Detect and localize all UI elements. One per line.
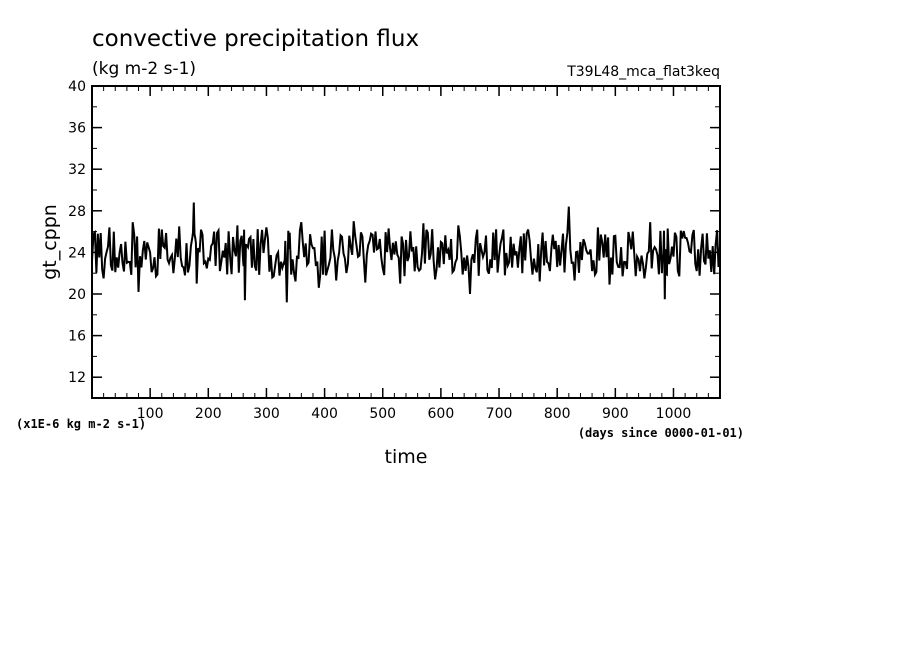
chart-subtitle: (kg m-2 s-1) — [92, 59, 196, 79]
y-tick-label: 16 — [68, 329, 86, 345]
series-line — [91, 202, 721, 303]
y-axis-label: gt_cppn — [39, 204, 61, 280]
run-label: T39L48_mca_flat3keq — [566, 64, 720, 80]
y-tick-label: 32 — [68, 162, 86, 178]
x-tick-label: 300 — [253, 406, 280, 422]
x-tick-label: 400 — [311, 406, 338, 422]
series-layer — [91, 202, 721, 303]
y-tick-label: 36 — [68, 121, 86, 137]
x-axis-label: time — [385, 446, 428, 468]
x-tick-label: 200 — [195, 406, 222, 422]
y-tick-label: 12 — [68, 370, 86, 386]
x-tick-label: 600 — [428, 406, 455, 422]
y-scale-note: (x1E-6 kg m-2 s-1) — [16, 417, 146, 431]
x-unit-note: (days since 0000-01-01) — [578, 426, 744, 440]
x-axis: 100 200 300 400 500 600 700 800 900 1000 — [103, 86, 709, 422]
x-tick-label: 700 — [486, 406, 513, 422]
chart-title: convective precipitation flux — [92, 26, 419, 52]
x-tick-label: 100 — [137, 406, 164, 422]
x-tick-label: 1000 — [656, 406, 692, 422]
y-tick-label: 20 — [68, 287, 86, 303]
y-tick-label: 24 — [68, 245, 86, 261]
x-tick-label: 900 — [602, 406, 629, 422]
y-axis: 12 16 20 24 28 32 36 40 — [68, 79, 720, 399]
x-tick-label: 500 — [369, 406, 396, 422]
y-tick-label: 40 — [68, 79, 86, 95]
x-tick-label: 800 — [544, 406, 571, 422]
y-tick-label: 28 — [68, 204, 86, 220]
